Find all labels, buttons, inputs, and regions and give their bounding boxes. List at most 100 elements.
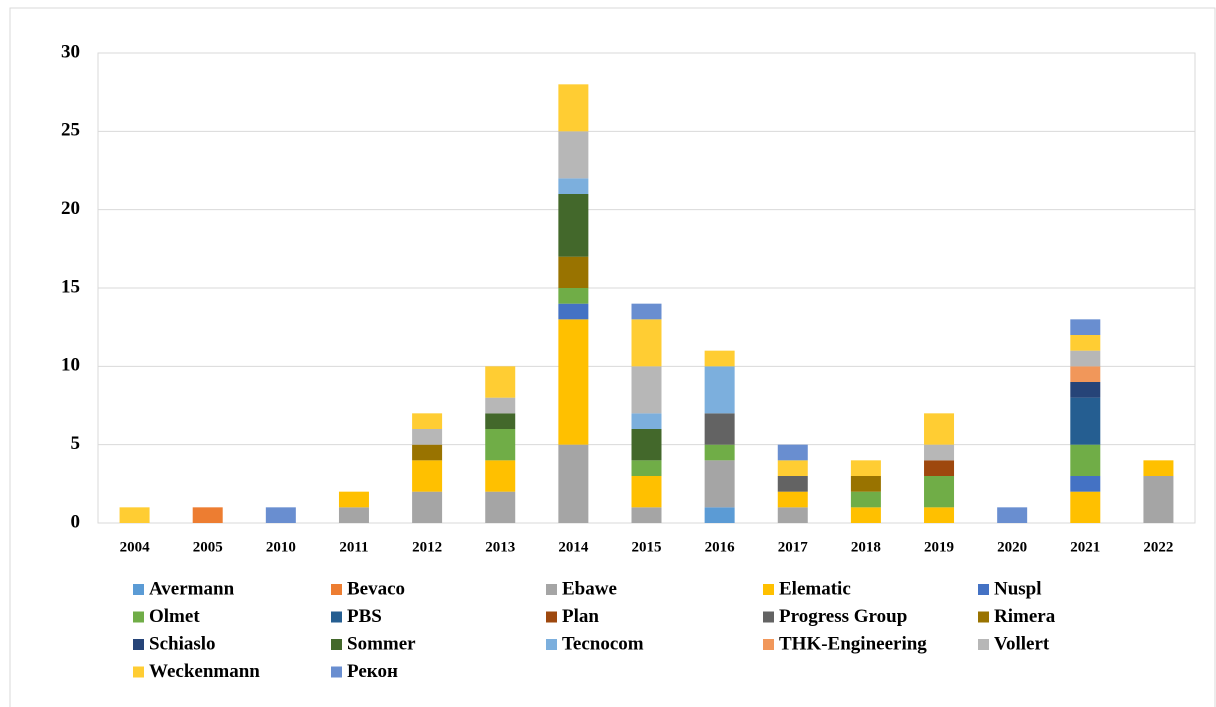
- bar-segment: [485, 460, 516, 492]
- bar-segment: [704, 350, 735, 367]
- legend-swatch: [763, 639, 774, 650]
- x-tick-label: 2018: [851, 539, 881, 555]
- legend-swatch: [978, 584, 989, 595]
- bar-segment: [558, 288, 589, 304]
- bar-segment: [485, 397, 516, 414]
- legend-swatch: [978, 611, 989, 623]
- legend-label: Tecnocom: [562, 633, 644, 654]
- bar-segment: [1143, 476, 1174, 523]
- bar-segment: [1070, 350, 1101, 367]
- bar-segment: [631, 413, 662, 429]
- legend-label: Рекон: [347, 661, 398, 682]
- legend-label: Nuspl: [994, 578, 1042, 599]
- bar-segment: [1070, 397, 1101, 445]
- bar-segment: [412, 444, 443, 461]
- bar-segment: [412, 429, 443, 445]
- x-tick-label: 2019: [924, 539, 954, 555]
- bar-segment: [850, 491, 881, 508]
- bar-segment: [704, 444, 735, 461]
- legend-swatch: [331, 611, 342, 623]
- bar-segment: [338, 491, 369, 508]
- bar-segment: [850, 476, 881, 492]
- bar-segment: [1143, 460, 1174, 476]
- legend-label: Olmet: [149, 606, 200, 627]
- x-tick-label: 2021: [1070, 539, 1100, 555]
- legend-swatch: [546, 639, 557, 650]
- x-tick-label: 2005: [193, 539, 223, 555]
- y-tick-label: 25: [61, 120, 80, 141]
- x-tick-label: 2013: [485, 539, 515, 555]
- bar-segment: [1070, 476, 1101, 492]
- bar-segment: [558, 131, 589, 179]
- bar-segment: [924, 444, 955, 461]
- legend-swatch: [331, 666, 342, 678]
- bar-segment: [704, 366, 735, 414]
- x-tick-label: 2010: [266, 539, 296, 555]
- legend-swatch: [133, 666, 144, 678]
- bar-segment: [631, 507, 662, 523]
- legend-swatch: [331, 639, 342, 650]
- legend-label: Sommer: [347, 633, 416, 654]
- bar-segment: [1070, 491, 1101, 523]
- bar-segment: [485, 366, 516, 398]
- bar-segment: [558, 256, 589, 288]
- y-tick-label: 5: [71, 433, 81, 454]
- y-tick-label: 15: [61, 276, 80, 297]
- legend-swatch: [331, 584, 342, 595]
- bar-segment: [924, 476, 955, 508]
- x-tick-label: 2015: [632, 539, 662, 555]
- y-tick-label: 20: [61, 198, 80, 219]
- bar-segment: [265, 507, 296, 523]
- bar-segment: [631, 366, 662, 414]
- bar-segment: [1070, 382, 1101, 398]
- bar-segment: [1070, 444, 1101, 476]
- bar-segment: [850, 460, 881, 476]
- bar-segment: [704, 460, 735, 508]
- bar-segment: [1070, 366, 1101, 382]
- legend-swatch: [763, 611, 774, 623]
- legend-swatch: [546, 611, 557, 623]
- legend-swatch: [133, 584, 144, 595]
- bar-segment: [558, 444, 589, 523]
- bar-segment: [192, 507, 223, 523]
- bar-segment: [485, 491, 516, 523]
- bar-segment: [997, 507, 1028, 523]
- bar-segment: [412, 413, 443, 429]
- bar-segment: [558, 303, 589, 320]
- legend-label: Vollert: [994, 633, 1050, 654]
- bar-segment: [704, 413, 735, 445]
- x-tick-label: 2017: [778, 539, 809, 555]
- legend-swatch: [978, 639, 989, 650]
- bar-segment: [119, 507, 150, 523]
- bar-segment: [924, 460, 955, 476]
- bar-segment: [704, 507, 735, 523]
- x-tick-label: 2004: [120, 539, 151, 555]
- legend-label: Avermann: [149, 578, 235, 599]
- bar-segment: [412, 460, 443, 492]
- bar-segment: [777, 507, 808, 523]
- x-tick-label: 2020: [997, 539, 1027, 555]
- chart-frame: [9, 7, 1216, 707]
- bar-segment: [924, 507, 955, 523]
- y-tick-label: 0: [71, 511, 81, 532]
- legend-label: PBS: [347, 606, 382, 627]
- bar-segment: [1070, 319, 1101, 335]
- legend-label: Ebawe: [562, 578, 617, 599]
- bar-segment: [558, 84, 589, 132]
- bar-segment: [412, 491, 443, 523]
- bar-segment: [777, 491, 808, 508]
- x-tick-label: 2014: [558, 539, 589, 555]
- bar-segment: [631, 319, 662, 367]
- legend-swatch: [546, 584, 557, 595]
- bar-segment: [631, 429, 662, 461]
- legend-label: Plan: [562, 606, 599, 627]
- bar-segment: [777, 460, 808, 476]
- bar-segment: [631, 303, 662, 320]
- legend-label: Progress Group: [779, 606, 907, 627]
- legend-label: Weckenmann: [149, 661, 260, 682]
- bar-segment: [558, 178, 589, 194]
- bar-segment: [485, 413, 516, 429]
- legend-swatch: [763, 584, 774, 595]
- legend-label: Elematic: [779, 578, 851, 599]
- x-tick-label: 2012: [412, 539, 442, 555]
